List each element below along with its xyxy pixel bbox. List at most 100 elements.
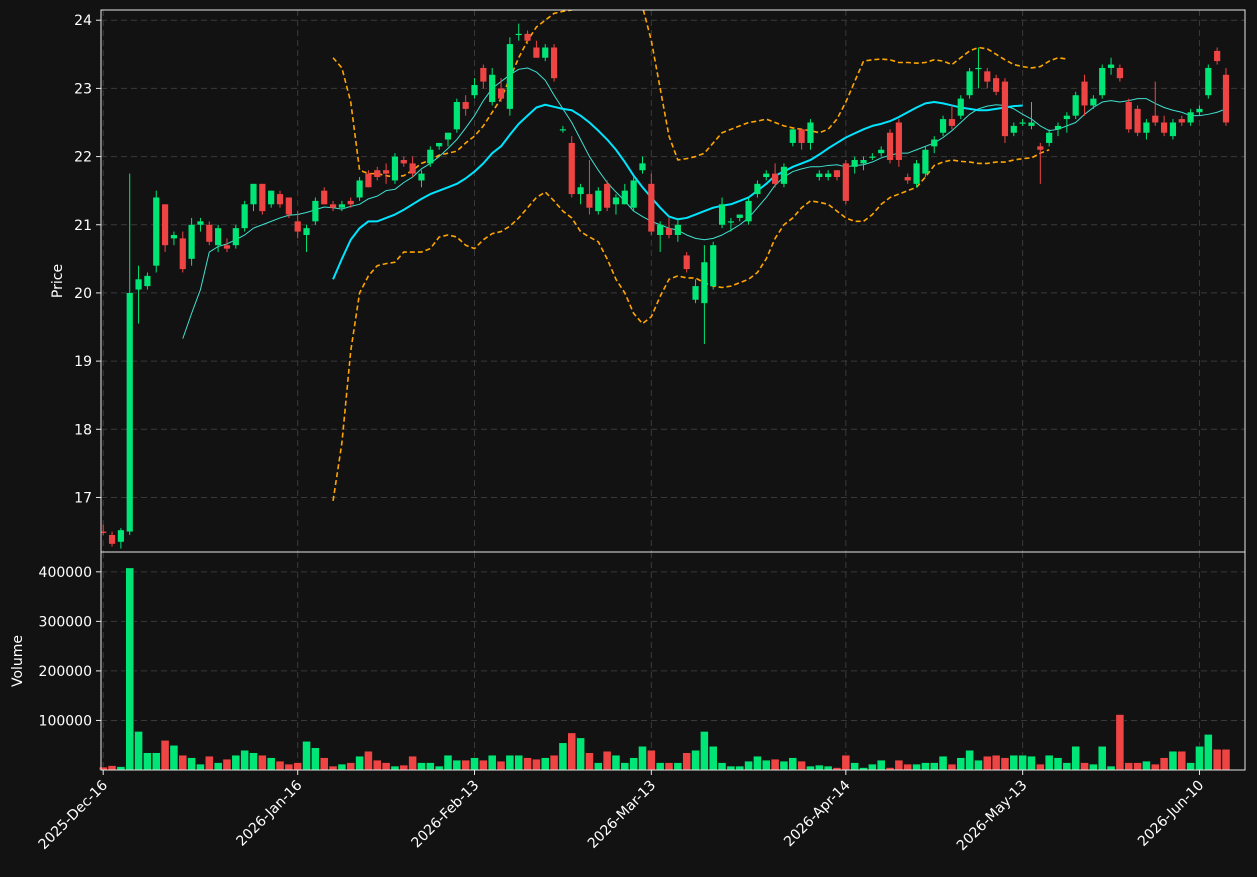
candle: [807, 119, 814, 150]
candle: [329, 200, 337, 212]
indicator-line: [332, 10, 1067, 178]
candle: [1072, 91, 1079, 120]
volume-bar: [585, 752, 594, 771]
candle: [489, 67, 496, 106]
candle-body: [1161, 122, 1168, 133]
candle-body: [984, 71, 991, 82]
candle-body: [595, 190, 602, 212]
candle: [383, 163, 390, 184]
volume-bar: [311, 747, 320, 771]
candle-body: [179, 238, 186, 270]
candle-body: [975, 67, 982, 70]
volume-bar: [1177, 750, 1187, 771]
candle: [860, 156, 867, 171]
volume-bar: [797, 760, 806, 771]
candle-body: [1169, 122, 1177, 137]
candle-body: [276, 194, 284, 205]
candle: [117, 528, 124, 549]
candle: [1178, 115, 1185, 126]
candle: [604, 180, 611, 212]
volume-bar: [125, 567, 135, 771]
candle-body: [966, 71, 973, 96]
candle-body: [144, 275, 151, 287]
candle: [1196, 105, 1203, 116]
candle: [701, 245, 708, 345]
candle: [144, 272, 151, 290]
volume-bar: [399, 764, 409, 771]
candle: [559, 125, 567, 133]
candle: [630, 177, 637, 212]
candle-body: [550, 47, 558, 79]
volume-bar: [549, 754, 559, 771]
volume-bar: [231, 754, 241, 771]
volume-bar: [1027, 755, 1036, 771]
volume-bar: [478, 759, 488, 771]
candle-body: [1063, 115, 1070, 120]
volume-bar: [540, 757, 550, 771]
candle-body: [1001, 81, 1009, 137]
volume-bar: [1009, 754, 1019, 771]
candle: [223, 238, 231, 253]
candle-body: [444, 132, 452, 140]
candle-body: [294, 221, 301, 232]
candle-body: [303, 228, 310, 235]
candle-body: [436, 142, 443, 147]
candle: [1187, 108, 1194, 126]
candle: [922, 146, 929, 178]
volume-bar: [691, 749, 700, 771]
candle: [851, 156, 858, 174]
volume-bar: [337, 763, 347, 771]
candle: [276, 190, 284, 208]
candle-body: [939, 119, 947, 133]
volume-bar: [841, 754, 851, 771]
volume-bar: [814, 764, 824, 771]
candle: [418, 170, 425, 188]
candle: [984, 67, 991, 89]
candle: [939, 115, 947, 137]
volume-bar: [1142, 760, 1151, 771]
candle-body: [833, 170, 841, 178]
candle: [1125, 98, 1132, 133]
volume-bar: [664, 762, 674, 771]
candle: [710, 241, 717, 290]
candle: [126, 173, 133, 535]
candle: [1001, 78, 1009, 143]
candle: [268, 190, 275, 208]
candle: [1081, 74, 1088, 116]
candle-body: [409, 163, 416, 174]
candle-body: [1019, 122, 1026, 124]
volume-bar: [965, 749, 974, 771]
candle: [1152, 81, 1159, 126]
volume-bar: [912, 763, 921, 771]
volume-bar: [638, 745, 647, 771]
volume-bar: [514, 754, 524, 771]
candle-body: [780, 166, 788, 184]
volume-bar: [708, 745, 718, 771]
candle: [303, 224, 310, 253]
volume-bar: [982, 755, 992, 771]
candle-body: [1187, 112, 1194, 123]
candle: [1161, 115, 1168, 137]
candle-body: [798, 129, 805, 143]
candle-body: [701, 262, 708, 304]
volume-bar: [187, 757, 196, 771]
volume-bar: [434, 765, 444, 771]
candle: [427, 146, 434, 167]
volume-bar: [761, 759, 771, 771]
candle-body: [1116, 67, 1123, 79]
candle-body: [1037, 146, 1044, 150]
candle-body: [1099, 67, 1106, 96]
candle-body: [807, 122, 814, 143]
candle-body: [524, 33, 531, 41]
candle-body: [480, 67, 487, 82]
candle: [763, 170, 770, 181]
candle: [595, 187, 602, 215]
candle: [878, 146, 885, 157]
candle: [215, 224, 222, 253]
candle-body: [692, 286, 699, 300]
candle: [206, 221, 213, 246]
candle-body: [117, 530, 124, 542]
